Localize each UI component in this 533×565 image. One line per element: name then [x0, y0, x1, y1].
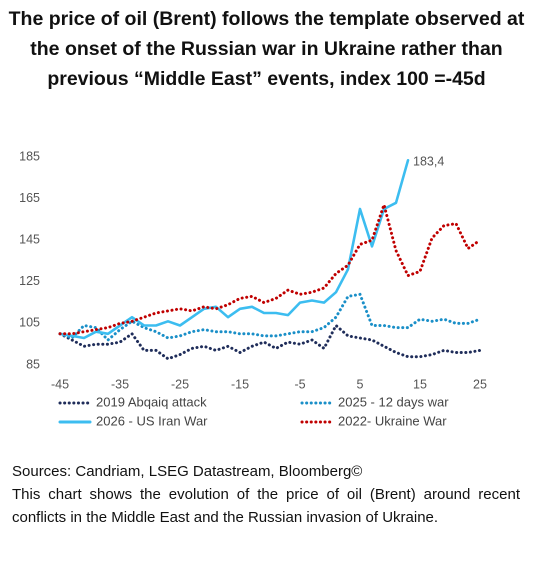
source-block: Sources: Candriam, LSEG Datastream, Bloo…	[12, 460, 520, 529]
y-tick-label: 85	[26, 357, 40, 371]
x-tick-label: 15	[413, 377, 427, 391]
legend-label: 2026 - US Iran War	[96, 413, 208, 428]
y-tick-label: 185	[19, 149, 40, 163]
chart-title: The price of oil (Brent) follows the tem…	[8, 8, 525, 90]
annotation: 183,4	[413, 155, 444, 169]
series-line	[58, 292, 482, 342]
y-tick-label: 105	[19, 316, 40, 330]
legend-label: 2022- Ukraine War	[338, 413, 447, 428]
x-tick-label: -35	[111, 377, 129, 391]
legend-label: 2019 Abqaiq attack	[96, 394, 207, 409]
x-tick-label: -5	[294, 377, 305, 391]
chart: 85 105 125 145 165 185 -45 -35 -25 -15 -5 5 15 25 2019…	[19, 149, 487, 428]
x-tick-label: -15	[231, 377, 249, 391]
y-tick-label: 165	[19, 191, 40, 205]
series-line	[58, 159, 410, 340]
note: This chart shows the evolution of the pr…	[12, 486, 520, 526]
x-tick-label: -45	[51, 377, 69, 391]
series-line	[58, 203, 482, 336]
x-tick-label: -25	[171, 377, 189, 391]
series-line	[58, 324, 482, 361]
source: Sources: Candriam, LSEG Datastream, Bloo…	[12, 463, 363, 480]
x-tick-label: 5	[357, 377, 364, 391]
x-tick-label: 25	[473, 377, 487, 391]
legend-label: 2025 - 12 days war	[338, 394, 449, 409]
y-tick-label: 145	[19, 232, 40, 246]
y-tick-label: 125	[19, 274, 40, 288]
